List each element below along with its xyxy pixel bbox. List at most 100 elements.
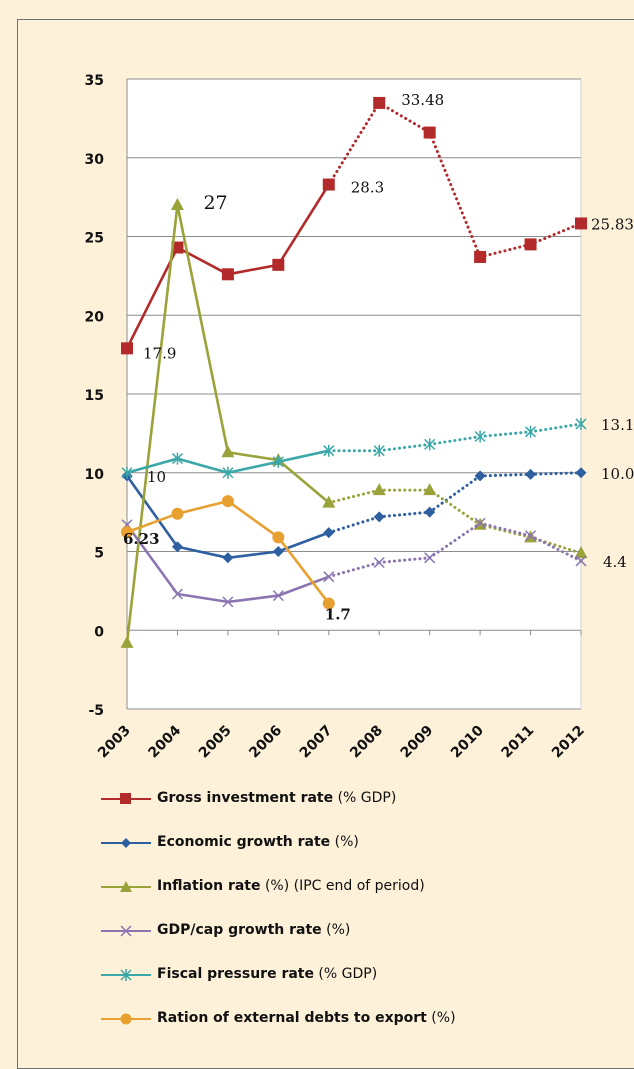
data-point-gir <box>322 178 335 191</box>
data-point-gir <box>171 241 184 254</box>
data-point-inf <box>574 546 588 559</box>
series-segment-egr <box>529 471 583 476</box>
series-segment-gdpcap <box>125 523 179 595</box>
legend-unit-inf: (%) (IPC end of period) <box>260 878 425 894</box>
data-point-fpr <box>272 455 284 468</box>
data-point-gdpcap <box>525 530 537 542</box>
series-segment-inf <box>428 488 482 527</box>
data-point-fpr <box>171 452 183 465</box>
data-point-gir <box>221 268 234 281</box>
legend-unit-red: (%) <box>426 1010 456 1026</box>
legend-swatch-gir <box>101 793 151 804</box>
x-tick-label: 2003 <box>95 723 134 762</box>
data-label: 10 <box>147 468 166 486</box>
data-label: 6.23 <box>123 530 160 548</box>
data-point-fpr <box>222 466 234 479</box>
legend-label-inf: Inflation rate <box>157 878 261 894</box>
y-tick-label: 30 <box>85 152 105 168</box>
legend-label-red: Ration of external debts to export <box>157 1010 427 1026</box>
data-point-red <box>221 495 234 508</box>
legend-unit-egr: (%) <box>330 834 359 850</box>
plot-area: 35 30 25 20 15 10 5 0 -5 2003 2004 2005 2006 2007 2008… <box>85 73 634 761</box>
series-segment-inf <box>277 459 330 504</box>
series-segment-inf <box>327 488 381 505</box>
data-point-inf <box>170 198 184 210</box>
y-tick-label: 20 <box>85 309 105 325</box>
series-segment-egr <box>227 550 279 560</box>
data-point-fpr <box>474 430 486 443</box>
y-tick-label: 25 <box>85 231 104 247</box>
series-segment-inf <box>176 204 230 453</box>
data-label: 4.4 <box>603 553 627 571</box>
series-segment-egr <box>327 515 381 535</box>
y-tick-label: 35 <box>85 73 104 89</box>
series-segment-gir <box>327 101 381 187</box>
data-point-red <box>322 597 335 610</box>
legend-swatch-fpr <box>101 969 151 981</box>
data-point-gir <box>575 217 587 230</box>
x-tick-label: 2009 <box>398 723 437 762</box>
data-point-fpr <box>373 444 385 457</box>
series-segment-red <box>126 512 178 534</box>
y-tick-label: 5 <box>94 546 104 562</box>
data-point-egr <box>474 470 486 482</box>
data-point-egr <box>171 541 183 553</box>
data-point-red <box>272 531 285 544</box>
data-point-egr <box>525 468 537 480</box>
data-point-fpr <box>575 417 587 430</box>
data-point-gir <box>423 126 436 139</box>
data-point-gdpcap <box>474 517 486 529</box>
series-segment-gir <box>227 263 279 276</box>
series-segment-red <box>227 500 280 539</box>
x-tick-label: 2006 <box>246 723 285 762</box>
series-segment-gir <box>478 242 533 259</box>
x-tick-label: 2004 <box>145 722 184 761</box>
series-segment-fpr <box>377 442 432 453</box>
series-segment-egr <box>177 545 229 560</box>
data-point-gdpcap <box>272 590 284 602</box>
series-segment-gir <box>428 131 482 259</box>
series-segment-gdpcap <box>327 561 381 579</box>
legend-label-egr: Economic growth rate <box>157 834 331 850</box>
series-segment-fpr <box>428 435 482 446</box>
data-point-red <box>121 526 133 539</box>
legend-swatch-inf <box>101 881 151 892</box>
line-chart: 35 30 25 20 15 10 5 0 -5 2003 2004 2005 2006 2007 2008… <box>85 73 634 761</box>
x-tick-label: 2012 <box>549 723 588 762</box>
data-point-gdpcap <box>323 571 335 583</box>
series-segment-gdpcap <box>529 534 583 563</box>
series-segment-gdpcap <box>428 521 482 560</box>
data-point-egr <box>373 511 385 523</box>
data-point-inf <box>221 445 235 458</box>
data-label: 1.7 <box>325 605 351 623</box>
x-tick-label: 2007 <box>297 723 336 762</box>
data-label: 13.1 <box>601 416 634 434</box>
data-point-gir <box>272 258 285 271</box>
x-tick-label: 2011 <box>499 723 538 762</box>
data-point-inf <box>372 483 386 496</box>
data-point-gir <box>524 238 537 251</box>
y-tick-label: 10 <box>85 467 105 483</box>
series-segment-gir <box>277 183 330 266</box>
y-tick-label: -5 <box>88 703 104 719</box>
data-point-gdpcap <box>575 555 587 567</box>
data-point-red <box>171 507 184 520</box>
data-label: 25.83 <box>591 215 634 233</box>
data-point-egr <box>424 506 436 518</box>
series-segment-egr <box>428 474 482 514</box>
data-point-fpr <box>525 425 537 438</box>
series-segment-red <box>177 499 229 515</box>
series-segment-red <box>277 536 330 605</box>
series-segment-gir <box>529 221 583 246</box>
data-point-fpr <box>121 466 133 479</box>
data-point-inf <box>322 495 336 508</box>
series-segment-fpr <box>227 460 279 475</box>
data-point-egr <box>575 467 587 479</box>
legend-label-fpr: Fiscal pressure rate <box>157 966 314 982</box>
data-label: 28.3 <box>351 179 384 197</box>
series-segment-gir <box>377 101 432 135</box>
series-segment-inf <box>125 204 179 643</box>
data-point-gir <box>121 342 133 355</box>
series-segment-gdpcap <box>377 556 432 565</box>
data-point-gdpcap <box>373 556 385 569</box>
